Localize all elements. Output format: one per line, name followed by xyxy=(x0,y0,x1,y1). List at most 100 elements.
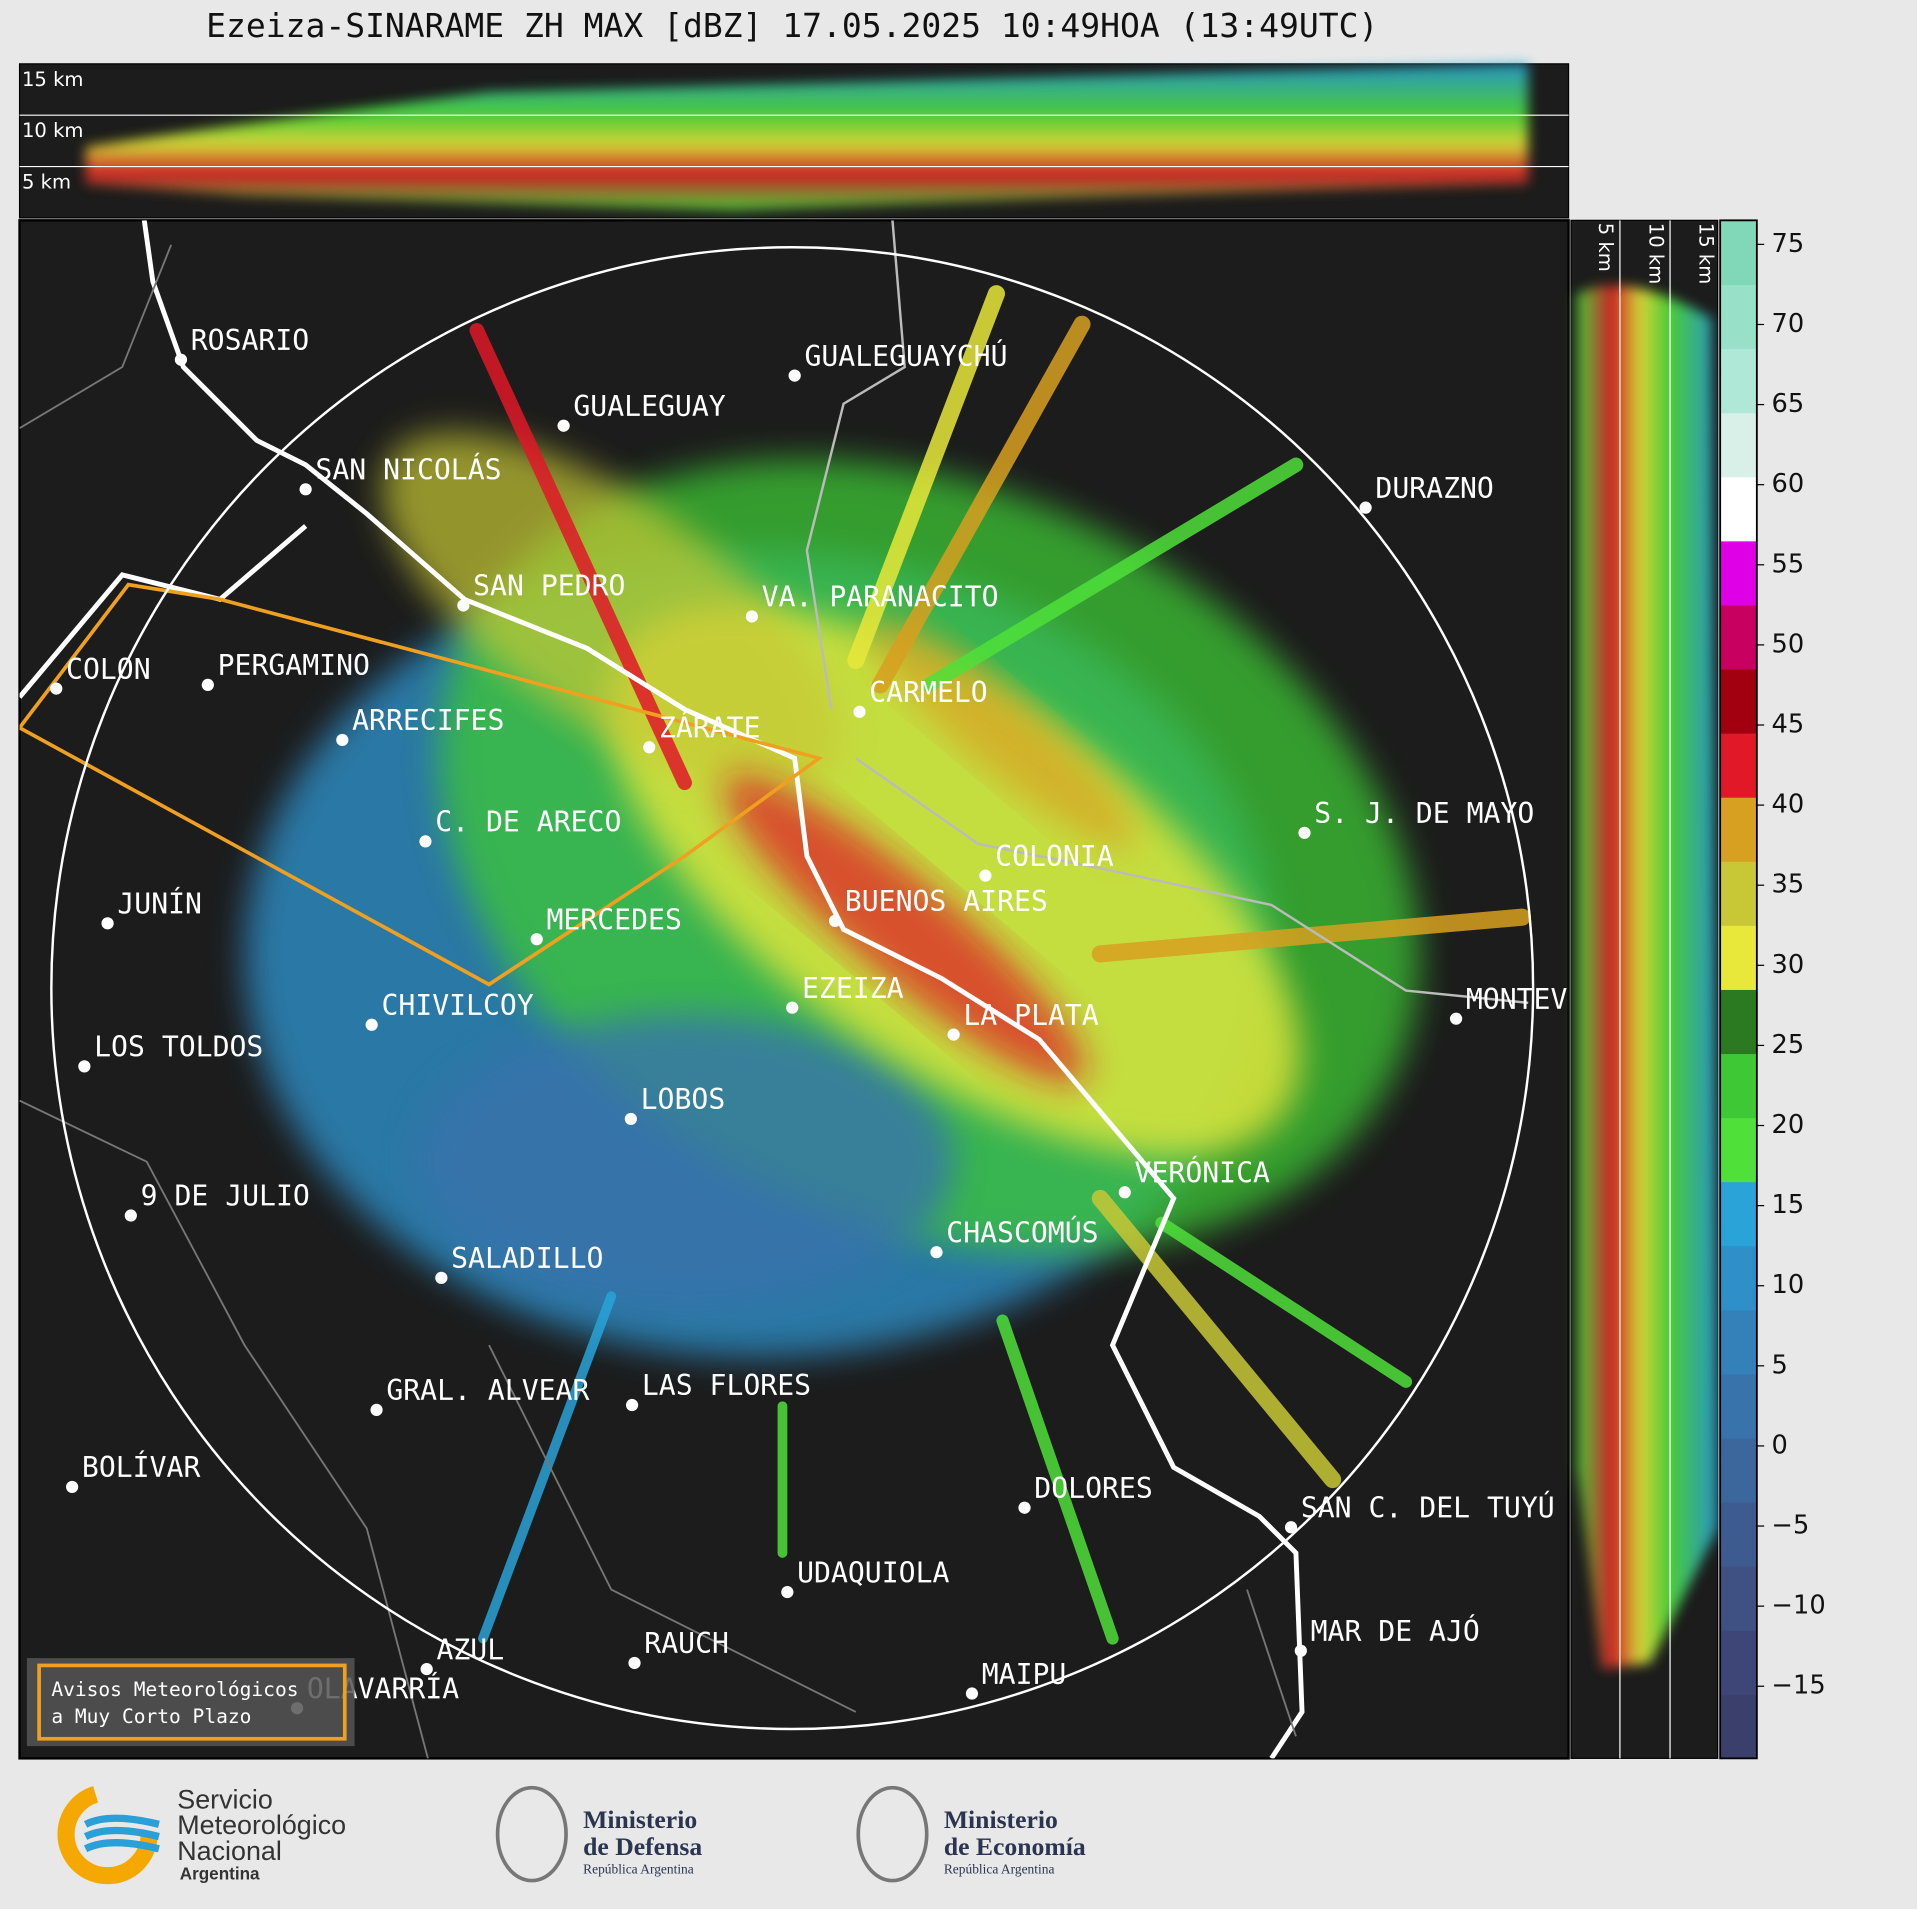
city-dot xyxy=(1294,1644,1307,1657)
city-label: SAN C. DEL TUYÚ xyxy=(1301,1490,1555,1524)
city-label: CHASCOMÚS xyxy=(946,1215,1098,1249)
colorbar-band xyxy=(1720,668,1757,734)
border xyxy=(805,220,1529,1005)
city-label: MAR DE AJÓ xyxy=(1311,1614,1480,1648)
city-dot xyxy=(174,353,188,366)
colorbar-band xyxy=(1720,540,1757,606)
side-label: 15 km xyxy=(1694,223,1717,284)
city-label: SALADILLO xyxy=(451,1242,603,1275)
city-dot xyxy=(1284,1521,1298,1534)
colorbar-band xyxy=(1720,1566,1757,1631)
colorbar-tick-label: 65 xyxy=(1772,389,1805,419)
logo-text: Ministerio xyxy=(583,1805,697,1834)
colorbar-band xyxy=(1720,1502,1757,1567)
city-label: AZUL xyxy=(436,1633,504,1666)
city-label: LOBOS xyxy=(641,1083,726,1116)
warning-box[interactable] xyxy=(26,1658,355,1747)
city-label: SAN PEDRO xyxy=(473,570,625,603)
colorbar-band xyxy=(1720,1245,1757,1311)
logo-text: de Economía xyxy=(944,1832,1086,1861)
colorbar-tick-label: 70 xyxy=(1772,309,1805,339)
city-dot xyxy=(1118,1186,1131,1199)
colorbar-tick-label: 55 xyxy=(1772,549,1805,579)
colorbar-band xyxy=(1720,604,1757,670)
colorbar-tick-label: −5 xyxy=(1772,1511,1810,1541)
city-label: LAS FLORES xyxy=(642,1369,811,1402)
city-dot xyxy=(419,835,432,848)
colorbar-band xyxy=(1720,220,1757,286)
top-label: 15 km xyxy=(22,68,83,91)
city-label: C. DE ARECO xyxy=(435,806,621,839)
city-label: RAUCH xyxy=(644,1627,729,1660)
colorbar-band xyxy=(1720,1181,1757,1247)
colorbar-tick-label: 20 xyxy=(1772,1110,1805,1140)
colorbar-band xyxy=(1720,797,1757,862)
city-dot xyxy=(625,1398,639,1412)
colorbar-band xyxy=(1720,733,1757,798)
colorbar-tick-label: 0 xyxy=(1772,1430,1788,1460)
city-label: MONTEVIDEO xyxy=(1466,983,1635,1016)
side-label: 10 km xyxy=(1644,223,1667,284)
colorbar-tick-label: 10 xyxy=(1772,1270,1805,1300)
city-label: DURAZNO xyxy=(1375,472,1493,505)
district-border xyxy=(19,244,1297,1759)
city-label: JUNÍN xyxy=(117,887,202,921)
city-label: VERÓNICA xyxy=(1135,1156,1270,1190)
city-label: CHIVILCOY xyxy=(381,989,533,1022)
colorbar-tick-label: 75 xyxy=(1772,229,1805,259)
logo-text: de Defensa xyxy=(583,1832,702,1861)
colorbar-band xyxy=(1720,412,1757,478)
city-dot xyxy=(1449,1012,1463,1025)
colorbar-band xyxy=(1720,1694,1757,1759)
city-label: EZEIZA xyxy=(802,972,904,1005)
logo-text: Nacional xyxy=(177,1836,282,1866)
colorbar-frame xyxy=(1719,219,1758,1760)
city-dot xyxy=(1298,826,1311,839)
city-label: S. J. DE MAYO xyxy=(1314,797,1534,830)
city-dot xyxy=(828,914,842,927)
city-dot xyxy=(435,1271,448,1284)
logo-text: República Argentina xyxy=(944,1861,1055,1876)
colorbar-band xyxy=(1720,1630,1757,1695)
city-label: LOS TOLDOS xyxy=(94,1031,263,1064)
city-label: UDAQUIOLA xyxy=(797,1556,949,1589)
title: Ezeiza-SINARAME ZH MAX [dBZ] 17.05.2025 … xyxy=(206,6,1378,45)
city-dot xyxy=(745,610,758,623)
city-dot xyxy=(530,933,543,946)
city-label: GRAL. ALVEAR xyxy=(386,1374,589,1407)
city-dot xyxy=(781,1585,794,1599)
logo-text: Meteorológico xyxy=(177,1810,346,1840)
colorbar-band xyxy=(1720,861,1757,926)
city-dot xyxy=(853,705,866,718)
city-dot xyxy=(299,483,312,496)
city-dot xyxy=(50,682,63,695)
city-label: COLON xyxy=(66,653,151,686)
warning-border xyxy=(37,1663,347,1741)
city-dot xyxy=(66,1480,79,1494)
cities: ROSARIO GUALEGUAYCHÚ GUALEGUAY SAN NICOLÁS D… xyxy=(50,324,1635,1715)
city-dot xyxy=(557,419,570,432)
map-content: ROSARIO GUALEGUAYCHÚ GUALEGUAY SAN NICOLÁS D… xyxy=(19,220,1635,1759)
colorbar-tick-label: 45 xyxy=(1772,709,1805,739)
city-label: SAN NICOLÁS xyxy=(315,453,501,487)
city-dot xyxy=(365,1018,378,1031)
city-label: GUALEGUAY xyxy=(573,390,725,423)
city-dot xyxy=(786,1001,799,1014)
colorbar-tick-label: −10 xyxy=(1772,1591,1826,1621)
city-dot xyxy=(947,1028,960,1041)
colorbar-band xyxy=(1720,925,1757,990)
city-label: GUALEGUAYCHÚ xyxy=(804,339,1007,373)
colorbar-tick-label: 50 xyxy=(1772,629,1805,659)
colorbar-tick-label: 30 xyxy=(1772,950,1805,980)
city-dot xyxy=(420,1662,433,1676)
city-dot xyxy=(979,869,992,882)
city-label: BUENOS AIRES xyxy=(845,885,1048,918)
city-dot xyxy=(1018,1501,1031,1514)
city-dot xyxy=(788,369,801,382)
colorbar-band xyxy=(1720,284,1757,350)
logo-text: República Argentina xyxy=(583,1861,694,1876)
colorbar-tick-label: 5 xyxy=(1772,1350,1788,1380)
colorbar-tick-label: 40 xyxy=(1772,790,1805,820)
